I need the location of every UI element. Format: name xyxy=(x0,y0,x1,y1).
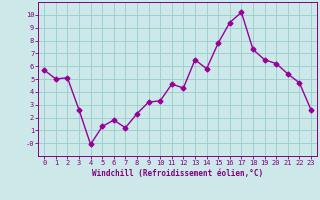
X-axis label: Windchill (Refroidissement éolien,°C): Windchill (Refroidissement éolien,°C) xyxy=(92,169,263,178)
